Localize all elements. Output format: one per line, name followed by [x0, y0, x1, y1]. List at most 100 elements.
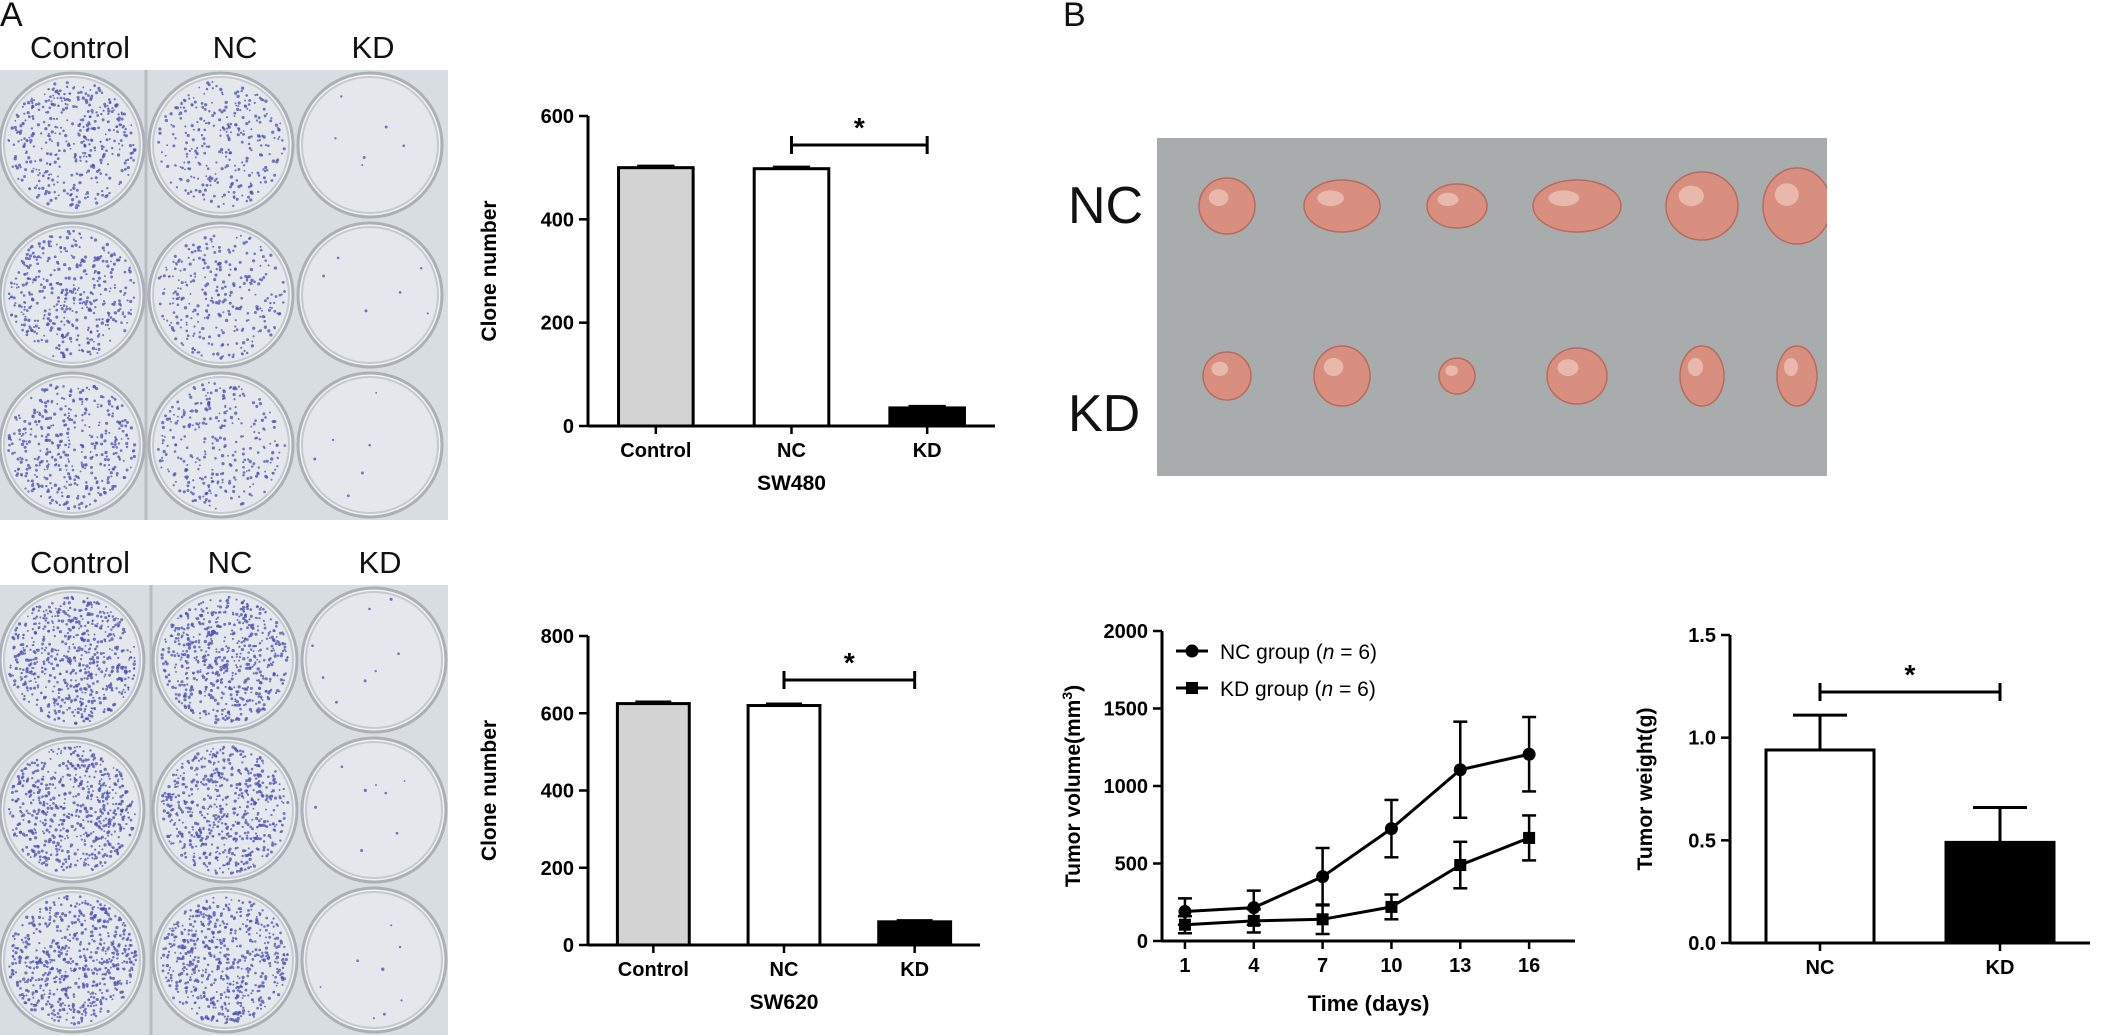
colony-dot [256, 757, 259, 761]
colony-dot [211, 696, 215, 700]
colony-dot [124, 666, 128, 669]
colony-dot [91, 857, 94, 859]
colony-dot [102, 109, 105, 112]
colony-dot [34, 681, 37, 684]
colony-dot [101, 811, 104, 815]
colony-dot [249, 485, 251, 488]
colony-dot [229, 268, 232, 271]
colony-dot [15, 286, 18, 289]
colony-dot [22, 634, 25, 637]
colony-dot [35, 698, 39, 702]
colony-dot [184, 475, 188, 479]
colony-dot [45, 477, 49, 481]
colony-dot [75, 722, 78, 725]
colony-dot [182, 413, 186, 417]
colony-dot [212, 835, 215, 838]
colony-dot [91, 455, 94, 459]
colony-dot [92, 996, 96, 999]
colony-dot [64, 837, 66, 840]
colony-dot [237, 717, 241, 722]
colony-dot [78, 745, 82, 748]
colony-dot [82, 125, 85, 129]
colony-dot [48, 308, 51, 311]
colony-dot [234, 123, 238, 127]
colony-dot [234, 698, 237, 701]
colony-dot [110, 686, 114, 690]
colony-dot [220, 286, 224, 290]
colony-dot [228, 761, 232, 765]
colony-dot [221, 747, 225, 751]
colony-dot [102, 334, 105, 337]
colony-dot [191, 243, 195, 247]
colony-dot [91, 111, 94, 114]
colony-dot [85, 160, 88, 163]
colony-dot [275, 635, 278, 638]
colony-dot [273, 649, 276, 652]
colony-dot [40, 862, 44, 865]
colony-dot [28, 763, 31, 767]
colony-dot [191, 492, 195, 496]
colony-dot [89, 353, 92, 356]
colony-dot [206, 391, 209, 394]
colony-dot [190, 123, 194, 128]
colony-dot [68, 910, 72, 914]
colony-dot [216, 850, 219, 853]
colony-dot [91, 991, 95, 995]
colony-dot [224, 318, 229, 323]
colony-dot [53, 949, 57, 953]
colony-dot [243, 606, 246, 609]
colony-dot [32, 255, 36, 259]
colony-dot [90, 177, 93, 180]
colony-dot [214, 173, 217, 175]
colony-dot [50, 806, 54, 811]
colony-dot [48, 438, 52, 442]
colony-dot [177, 830, 182, 835]
colony-dot [229, 185, 233, 189]
colony-dot [265, 637, 269, 640]
colony-dot [198, 458, 201, 462]
colony-dot [35, 332, 39, 335]
colony-dot [47, 134, 50, 138]
colony-dot [340, 765, 344, 769]
colony-dot [118, 846, 121, 849]
colony-dot [40, 761, 44, 764]
colony-dot [115, 933, 118, 936]
colony-dot [16, 283, 18, 286]
colony-dot [242, 796, 245, 799]
colony-dot [20, 434, 23, 438]
colony-dot [40, 400, 44, 404]
colony-dot [66, 708, 69, 711]
colony-dot [182, 845, 186, 849]
colony-dot [91, 707, 94, 710]
colony-dot [12, 432, 16, 435]
colony-dot [156, 447, 160, 451]
colony-dot [102, 280, 105, 283]
colony-dot [62, 129, 65, 133]
colony-dot [39, 820, 42, 823]
colony-dot [205, 164, 208, 167]
colony-dot [65, 684, 69, 688]
colony-dot [248, 459, 252, 464]
colony-dot [42, 832, 46, 835]
colony-dot [74, 773, 77, 776]
colony-dot [58, 440, 62, 444]
colony-dot [129, 308, 132, 311]
colony-dot [220, 836, 224, 840]
colony-dot [31, 960, 35, 963]
colony-dot [256, 139, 259, 142]
colony-dot [234, 440, 238, 444]
colony-dot [205, 650, 208, 653]
colony-dot [100, 670, 104, 674]
colony-dot [215, 755, 218, 758]
colony-dot [55, 260, 60, 264]
colony-dot [242, 610, 246, 613]
colony-dot [14, 632, 18, 636]
colony-dot [51, 140, 53, 143]
colony-dot [114, 451, 118, 455]
colony-dot [226, 134, 230, 137]
colony-dot [48, 173, 51, 176]
colony-dot [205, 408, 209, 412]
colony-dot [98, 967, 102, 971]
colony-dot [225, 855, 228, 858]
colony-dot [40, 647, 44, 650]
